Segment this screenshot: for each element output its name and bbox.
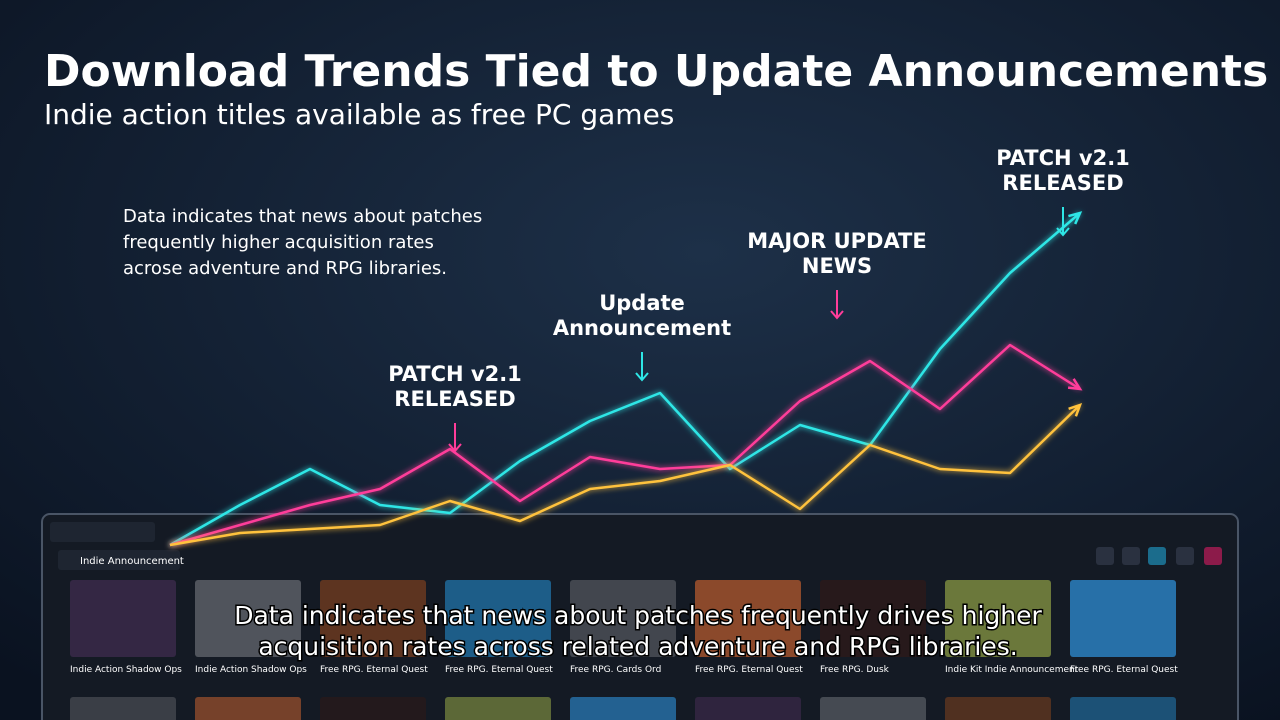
game-tile[interactable]	[1070, 580, 1176, 657]
subtitle: Indie action titles available as free PC…	[44, 98, 674, 131]
annotation-line: Update	[599, 291, 685, 315]
game-tile[interactable]	[1070, 697, 1176, 720]
caption: acquisition rates across related adventu…	[258, 632, 1017, 661]
line-arrow	[1068, 402, 1083, 417]
tile-caption: Indie Action Shadow Ops	[195, 665, 307, 675]
game-tile[interactable]	[945, 697, 1051, 720]
game-tile[interactable]	[695, 580, 801, 657]
tile-caption: Indie Kit Indie Announcement	[945, 665, 1079, 675]
note-line: frequently higher acquisition rates	[123, 232, 434, 253]
game-tile[interactable]	[320, 580, 426, 657]
game-tile[interactable]	[945, 580, 1051, 657]
tile-caption: Free RPG. Eternal Quest	[320, 665, 428, 675]
annotation-line: PATCH v2.1	[388, 362, 522, 386]
caption: Data indicates that news about patches f…	[234, 601, 1042, 630]
annotation: PATCH v2.1 RELEASED	[996, 146, 1130, 195]
tab-label: Indie Announcement	[80, 556, 184, 567]
line-arrow	[1067, 378, 1083, 391]
game-tile[interactable]	[195, 697, 301, 720]
line-arrow	[1068, 211, 1083, 225]
game-tile[interactable]	[570, 580, 676, 657]
game-tile[interactable]	[820, 580, 926, 657]
note-line: Data indicates that news about patches	[123, 206, 482, 227]
game-tile[interactable]	[70, 697, 176, 720]
annotation: MAJOR UPDATE NEWS	[747, 229, 926, 278]
game-tile[interactable]	[195, 580, 301, 657]
annotation-line: Announcement	[553, 316, 731, 340]
game-tile[interactable]	[445, 580, 551, 657]
annotation-arrow	[635, 352, 649, 382]
tile-caption: Indie Action Shadow Ops	[70, 665, 182, 675]
title: Download Trends Tied to Update Announcem…	[44, 46, 1268, 97]
annotation-arrow	[448, 423, 462, 453]
note: Data indicates that news about patches fr…	[123, 206, 482, 279]
game-tile[interactable]	[445, 697, 551, 720]
game-tile[interactable]	[70, 580, 176, 657]
annotation-line: PATCH v2.1	[996, 146, 1130, 170]
annotation-line: RELEASED	[1002, 171, 1123, 195]
trend-line	[169, 212, 1081, 547]
annotation: PATCH v2.1 RELEASED	[388, 362, 522, 411]
annotation-arrow	[1056, 207, 1070, 237]
game-tile[interactable]	[820, 697, 926, 720]
annotation-line: NEWS	[802, 254, 872, 278]
trend-line	[169, 404, 1081, 547]
search-box[interactable]	[50, 522, 155, 542]
tool-button[interactable]	[1176, 547, 1194, 565]
tile-caption: Free RPG. Cards Ord	[570, 665, 661, 675]
annotation-line: MAJOR UPDATE	[747, 229, 926, 253]
tool-button[interactable]	[1148, 547, 1166, 565]
app-window: Indie Announcement Indie Action Shadow Op…	[41, 513, 1239, 720]
note-line: acrose adventure and RPG libraries.	[123, 258, 447, 279]
annotation-line: RELEASED	[394, 387, 515, 411]
tile-caption: Free RPG. Eternal Quest	[445, 665, 553, 675]
game-tile[interactable]	[695, 697, 801, 720]
game-tile[interactable]	[570, 697, 676, 720]
tile-caption: Free RPG. Eternal Quest	[695, 665, 803, 675]
tool-button[interactable]	[1204, 547, 1222, 565]
game-tile[interactable]	[320, 697, 426, 720]
tile-caption: Free RPG. Dusk	[820, 665, 890, 675]
tool-button[interactable]	[1122, 547, 1140, 565]
tab[interactable]	[58, 550, 180, 570]
annotation: Update Announcement	[553, 291, 731, 340]
toolbar	[1096, 547, 1222, 565]
tile-caption: Free RPG. Eternal Quest	[1070, 665, 1178, 675]
trend-line	[169, 343, 1081, 547]
annotation-arrow	[830, 290, 844, 320]
tool-button[interactable]	[1096, 547, 1114, 565]
